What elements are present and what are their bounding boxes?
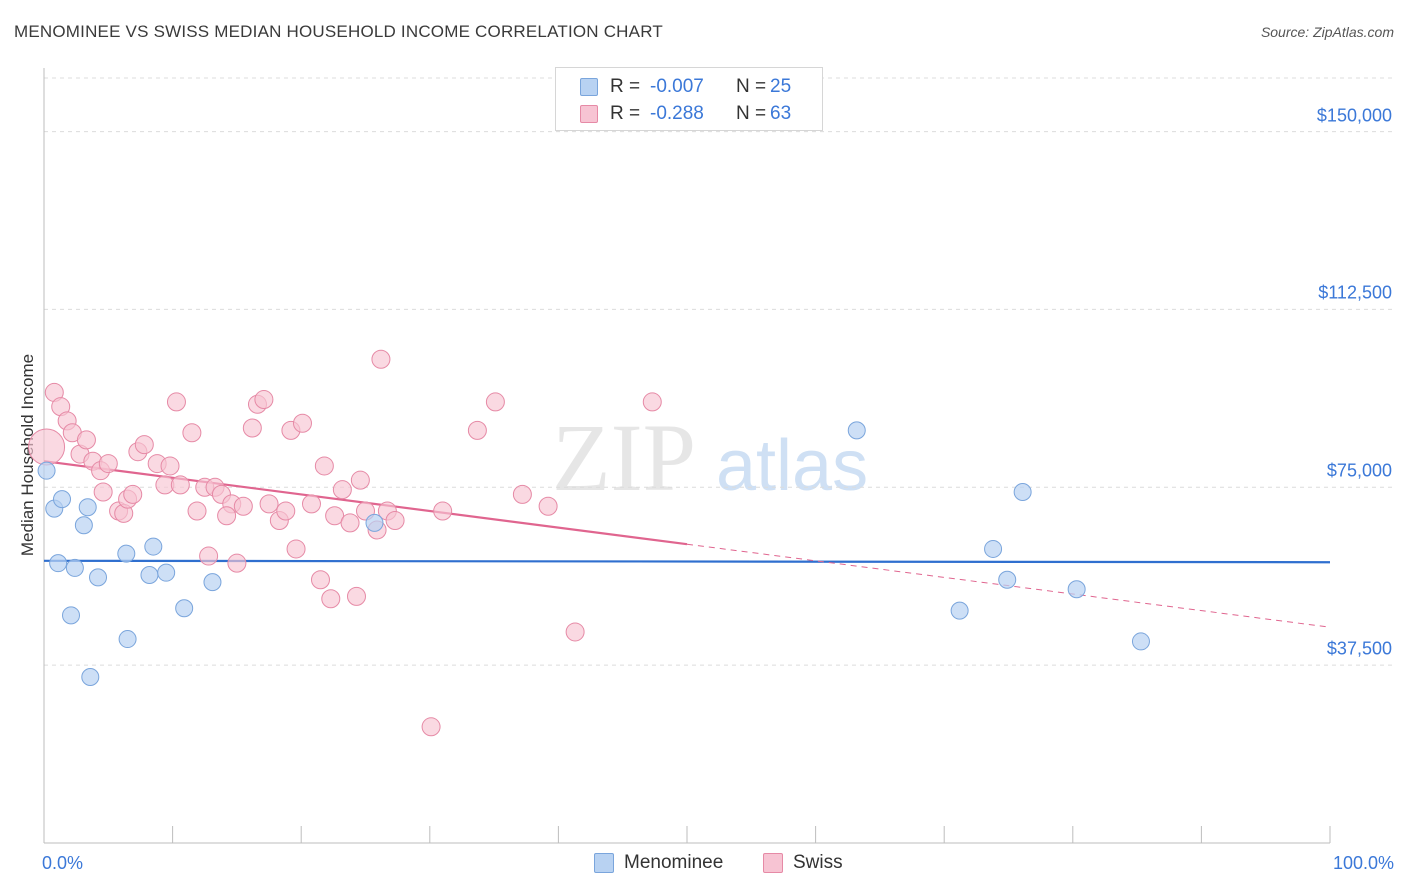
data-point-swiss: [385, 510, 405, 530]
data-point-swiss: [642, 392, 662, 412]
data-point-swiss: [421, 717, 441, 737]
data-point-menominee: [175, 599, 194, 618]
data-point-menominee: [65, 558, 84, 577]
legend-r-label: R =: [610, 103, 641, 124]
x-tick-label-min: 0.0%: [42, 853, 84, 873]
data-point-menominee: [81, 668, 100, 686]
data-point-swiss: [199, 546, 219, 566]
data-point-swiss: [276, 501, 296, 521]
data-point-swiss: [512, 484, 532, 504]
data-point-swiss: [76, 430, 96, 450]
legend-row-menominee: R = -0.007 N = 25: [580, 76, 791, 98]
bottom-legend-label-menominee: Menominee: [624, 852, 724, 873]
data-point-swiss: [286, 539, 306, 559]
legend-r-value: -0.288: [650, 103, 704, 124]
data-point-menominee: [74, 516, 93, 535]
data-point-swiss: [565, 622, 585, 642]
watermark-atlas: atlas: [716, 426, 868, 506]
legend-n-value: 63: [770, 103, 792, 124]
data-point-menominee: [140, 566, 159, 585]
legend-swatch-swiss: [580, 105, 598, 123]
data-point-menominee: [1131, 632, 1150, 651]
legend-row-swiss: R = -0.288 N = 63: [580, 103, 791, 125]
data-point-menominee: [984, 539, 1003, 558]
chart-title: MENOMINEE VS SWISS MEDIAN HOUSEHOLD INCO…: [14, 22, 663, 41]
legend-n-label: N =: [736, 76, 767, 97]
source-label: Source: ZipAtlas.com: [1260, 24, 1394, 40]
data-point-swiss: [187, 501, 207, 521]
legend-n-label: N =: [736, 103, 767, 124]
data-point-swiss: [301, 494, 321, 514]
data-point-menominee: [118, 630, 137, 649]
data-point-menominee: [1013, 483, 1032, 502]
legend-n-value: 25: [770, 76, 792, 97]
data-point-menominee: [49, 554, 68, 573]
bottom-legend-swiss: Swiss: [763, 852, 843, 874]
axes: [43, 68, 1331, 844]
data-point-menominee: [78, 498, 97, 517]
data-point-menominee: [37, 461, 56, 480]
bottom-legend-swatch-menominee: [594, 853, 614, 873]
data-point-swiss: [310, 570, 330, 590]
x-tick-label-max: 100.0%: [1332, 853, 1394, 873]
data-point-swiss: [134, 435, 154, 455]
data-point-menominee: [89, 568, 108, 587]
correlation-legend: R = -0.007 N = 25 R = -0.288 N = 63: [555, 67, 823, 131]
data-point-swiss: [350, 470, 370, 490]
data-point-swiss: [233, 496, 253, 516]
data-point-swiss: [325, 506, 345, 526]
data-point-menominee: [53, 490, 72, 509]
y-tick-label: $112,500: [1318, 282, 1392, 303]
data-point-menominee: [998, 570, 1017, 589]
data-points: [28, 349, 1150, 737]
data-point-swiss: [321, 589, 341, 609]
data-point-swiss: [182, 423, 202, 443]
bottom-legend-menominee: Menominee: [594, 852, 723, 874]
data-point-menominee: [203, 573, 222, 592]
gridlines: [44, 77, 1395, 666]
legend-r-value: -0.007: [650, 76, 704, 97]
data-point-swiss: [314, 456, 334, 476]
data-point-swiss: [254, 390, 274, 410]
trend-line-menominee: [43, 559, 1331, 564]
data-point-swiss: [166, 392, 186, 412]
data-point-swiss: [292, 413, 312, 433]
data-point-swiss: [123, 484, 143, 504]
y-tick-label: $150,000: [1316, 105, 1392, 126]
data-point-swiss: [340, 513, 360, 533]
data-point-swiss: [242, 418, 262, 438]
y-tick-label: $75,000: [1326, 460, 1392, 481]
data-point-swiss: [485, 392, 505, 412]
data-point-swiss: [170, 475, 190, 495]
data-point-swiss: [28, 428, 66, 466]
data-point-menominee: [950, 601, 969, 620]
data-point-menominee: [62, 606, 81, 625]
data-point-swiss: [227, 553, 247, 573]
data-point-menominee: [1067, 580, 1086, 599]
data-point-swiss: [259, 494, 279, 514]
data-point-swiss: [160, 456, 180, 476]
bottom-legend-swatch-swiss: [763, 853, 783, 873]
data-point-swiss: [98, 454, 118, 474]
legend-swatch-menominee: [580, 78, 598, 96]
data-point-swiss: [371, 349, 391, 369]
data-point-menominee: [117, 544, 136, 563]
data-point-swiss: [217, 506, 237, 526]
data-point-swiss: [332, 480, 352, 500]
data-point-swiss: [93, 482, 113, 502]
watermark: ZIP atlas: [552, 404, 868, 511]
data-point-swiss: [538, 496, 558, 516]
data-point-swiss: [433, 501, 453, 521]
bottom-legend-label-swiss: Swiss: [793, 852, 843, 873]
data-point-menominee: [365, 513, 384, 532]
data-point-menominee: [847, 421, 866, 440]
y-tick-label: $37,500: [1326, 638, 1392, 659]
data-point-menominee: [157, 563, 176, 582]
data-point-menominee: [144, 537, 163, 556]
data-point-swiss: [467, 420, 487, 440]
legend-r-label: R =: [610, 76, 641, 97]
watermark-zip: ZIP: [552, 404, 696, 511]
data-point-swiss: [346, 586, 366, 606]
